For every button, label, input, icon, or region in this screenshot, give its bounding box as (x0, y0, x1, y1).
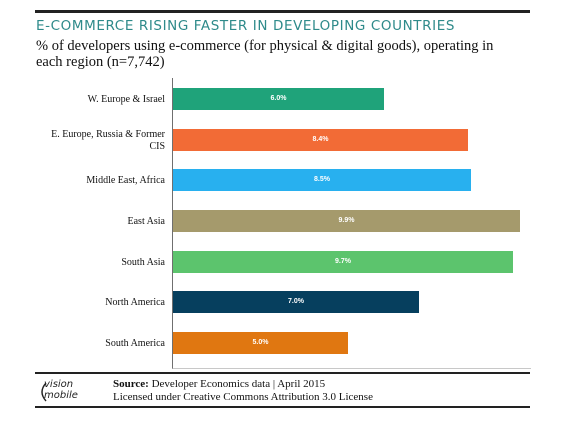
logo-text-bottom: mobile (44, 390, 78, 401)
license-text: Licensed under Creative Commons Attribut… (113, 391, 373, 403)
logo-text-top: vision (44, 379, 74, 390)
bar (173, 332, 348, 354)
bar-row: W. Europe & Israel 6.0% (88, 88, 531, 112)
bar (173, 169, 471, 191)
bar-value-label: 9.7% (335, 258, 351, 265)
category-label: South Asia (121, 257, 165, 268)
bar-row: Middle East, Africa 8.5% (86, 169, 531, 193)
bar (173, 88, 384, 110)
bar-value-label: 9.9% (338, 217, 355, 224)
category-label: E. Europe, Russia & Former CIS (51, 129, 165, 152)
category-label: Middle East, Africa (86, 175, 165, 186)
footer-rule (35, 372, 530, 374)
source-text: Developer Economics data | April 2015 (151, 378, 326, 390)
bar-value-label: 8.5% (314, 176, 330, 183)
chart-subtitle: % of developers using e-commerce (for ph… (36, 38, 494, 70)
bar-value-label: 6.0% (270, 95, 287, 102)
category-label: North America (105, 297, 165, 308)
top-rule (35, 10, 530, 13)
bar (173, 291, 419, 313)
bar-value-label: 5.0% (252, 339, 269, 346)
bar-row: South Asia 9.7% (121, 251, 531, 275)
end-rule (35, 406, 530, 408)
bar-value-label: 7.0% (288, 298, 304, 305)
bar-row: East Asia 9.9% (128, 210, 531, 234)
bar-value-label: 8.4% (312, 136, 329, 143)
visionmobile-logo: vision mobile (36, 380, 94, 404)
bar-chart-plot-area: W. Europe & Israel 6.0% E. Europe, Russia … (51, 78, 531, 369)
chart-title: E-COMMERCE RISING FASTER IN DEVELOPING C… (36, 18, 456, 34)
bar (173, 129, 468, 151)
category-label: South America (105, 338, 165, 349)
source-note: Source: Developer Economics data | April… (113, 378, 373, 404)
source-label: Source: (113, 378, 149, 390)
bar (173, 251, 513, 273)
bar-row: South America 5.0% (105, 332, 531, 356)
bar (173, 210, 520, 232)
category-label: East Asia (127, 216, 166, 227)
bar-row: North America 7.0% (105, 291, 531, 315)
category-label: W. Europe & Israel (87, 94, 165, 105)
logo-swoosh-icon (41, 382, 47, 402)
bar-row: E. Europe, Russia & Former CIS 8.4% (51, 129, 531, 153)
